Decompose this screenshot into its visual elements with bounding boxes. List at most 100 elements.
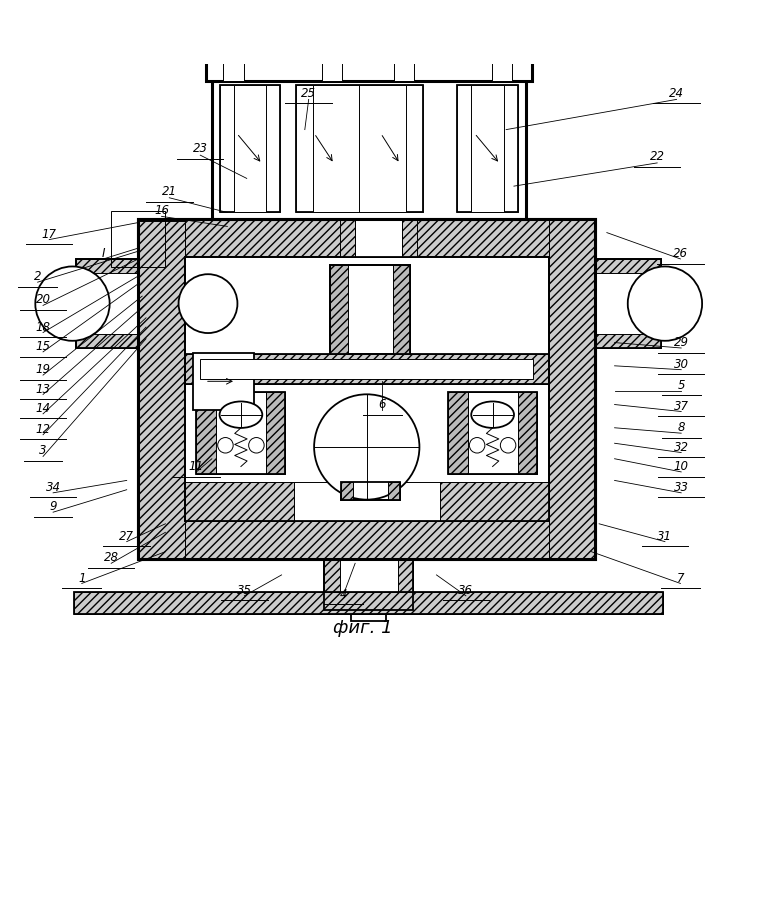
- Text: 12: 12: [36, 423, 51, 436]
- Text: 35: 35: [237, 584, 252, 597]
- Bar: [342, 482, 399, 500]
- Bar: [206, 60, 532, 81]
- Bar: [355, 218, 402, 257]
- Text: 23: 23: [193, 143, 207, 155]
- Text: 16: 16: [154, 205, 169, 217]
- Bar: [342, 482, 353, 500]
- Bar: [492, 54, 512, 81]
- Bar: [342, 482, 399, 500]
- Bar: [76, 259, 138, 348]
- Bar: [339, 218, 355, 257]
- Bar: [220, 85, 280, 213]
- Text: 26: 26: [673, 247, 688, 260]
- Bar: [296, 85, 424, 213]
- Bar: [212, 64, 526, 218]
- Bar: [448, 391, 468, 474]
- Text: 30: 30: [674, 358, 689, 371]
- Text: 4: 4: [340, 588, 347, 601]
- Bar: [313, 85, 406, 213]
- Text: 8: 8: [678, 421, 685, 434]
- Text: 32: 32: [674, 441, 689, 454]
- Text: 36: 36: [459, 584, 473, 597]
- Bar: [74, 592, 662, 613]
- Text: 17: 17: [42, 227, 57, 241]
- Bar: [595, 259, 661, 348]
- Bar: [457, 85, 518, 213]
- Bar: [185, 218, 549, 257]
- Bar: [76, 259, 138, 348]
- Bar: [197, 391, 285, 474]
- Bar: [324, 559, 339, 610]
- Bar: [185, 482, 294, 520]
- Bar: [322, 54, 342, 81]
- Text: 20: 20: [36, 293, 51, 307]
- Bar: [394, 54, 414, 81]
- Bar: [185, 257, 549, 520]
- Text: 19: 19: [36, 364, 51, 376]
- Bar: [324, 559, 413, 610]
- Bar: [518, 391, 537, 474]
- Text: I: I: [101, 247, 105, 260]
- Text: 25: 25: [301, 87, 316, 100]
- Text: 2: 2: [34, 271, 41, 283]
- Circle shape: [179, 274, 237, 333]
- Circle shape: [628, 266, 702, 341]
- Bar: [285, 383, 331, 482]
- Bar: [76, 335, 138, 348]
- Ellipse shape: [471, 401, 514, 428]
- Bar: [355, 218, 402, 257]
- Text: 6: 6: [378, 398, 386, 411]
- Text: 31: 31: [658, 529, 672, 543]
- Bar: [398, 559, 413, 610]
- Bar: [233, 85, 266, 213]
- Bar: [138, 218, 595, 559]
- Bar: [74, 592, 662, 613]
- Circle shape: [314, 394, 420, 500]
- Text: 1: 1: [78, 572, 86, 584]
- Bar: [185, 257, 331, 354]
- Circle shape: [218, 437, 233, 453]
- Bar: [185, 354, 549, 383]
- Bar: [410, 257, 549, 354]
- Text: 11: 11: [189, 460, 204, 473]
- Bar: [76, 259, 138, 273]
- Bar: [393, 265, 410, 354]
- Text: 27: 27: [119, 529, 134, 543]
- Bar: [440, 482, 549, 520]
- Bar: [200, 359, 534, 379]
- Text: фиг. 1: фиг. 1: [333, 619, 392, 637]
- Bar: [193, 353, 254, 410]
- Circle shape: [249, 437, 264, 453]
- Bar: [185, 520, 549, 559]
- Text: 13: 13: [36, 382, 51, 396]
- Text: 10: 10: [674, 460, 689, 473]
- Text: 9: 9: [49, 501, 57, 513]
- Bar: [331, 265, 410, 354]
- Bar: [220, 85, 280, 213]
- Text: 14: 14: [36, 402, 51, 415]
- Bar: [185, 354, 549, 383]
- Bar: [351, 606, 386, 621]
- Bar: [138, 218, 595, 559]
- Text: 15: 15: [36, 340, 51, 353]
- Circle shape: [470, 437, 485, 453]
- Bar: [595, 335, 661, 348]
- Bar: [224, 54, 243, 81]
- Bar: [410, 383, 448, 482]
- Bar: [457, 85, 518, 213]
- Circle shape: [500, 437, 516, 453]
- Text: 29: 29: [674, 336, 689, 349]
- Text: 5: 5: [678, 379, 685, 391]
- Text: 21: 21: [161, 185, 177, 198]
- Text: 22: 22: [650, 151, 665, 163]
- Text: 34: 34: [45, 481, 61, 494]
- Circle shape: [35, 266, 110, 341]
- Text: 3: 3: [39, 445, 47, 457]
- Text: 24: 24: [669, 87, 684, 100]
- Bar: [468, 391, 518, 474]
- Bar: [402, 218, 417, 257]
- Bar: [216, 391, 266, 474]
- Bar: [185, 257, 549, 520]
- Bar: [185, 482, 549, 520]
- Text: 37: 37: [674, 400, 689, 412]
